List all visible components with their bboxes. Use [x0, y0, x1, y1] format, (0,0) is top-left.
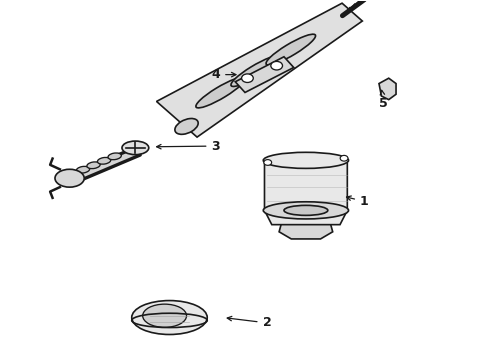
Ellipse shape [87, 162, 100, 168]
Ellipse shape [98, 157, 111, 164]
Text: 1: 1 [346, 195, 369, 208]
Ellipse shape [175, 118, 198, 134]
Ellipse shape [263, 202, 348, 219]
Ellipse shape [266, 34, 316, 65]
Ellipse shape [231, 56, 280, 86]
Text: 5: 5 [379, 90, 388, 110]
Polygon shape [156, 3, 362, 137]
Ellipse shape [55, 169, 84, 187]
Ellipse shape [76, 166, 90, 173]
Ellipse shape [263, 152, 348, 168]
Circle shape [271, 62, 283, 70]
Circle shape [340, 156, 348, 161]
Polygon shape [235, 57, 294, 93]
Text: 4: 4 [211, 68, 236, 81]
Ellipse shape [132, 301, 207, 334]
Ellipse shape [122, 141, 149, 155]
Circle shape [242, 74, 253, 82]
Polygon shape [265, 160, 347, 225]
Circle shape [264, 159, 271, 165]
Polygon shape [379, 78, 396, 100]
Polygon shape [67, 150, 140, 182]
Ellipse shape [196, 77, 245, 108]
Text: 2: 2 [227, 316, 271, 329]
Text: 3: 3 [157, 140, 220, 153]
Polygon shape [279, 210, 333, 239]
Ellipse shape [143, 304, 187, 327]
Ellipse shape [108, 153, 122, 160]
Ellipse shape [284, 205, 328, 215]
